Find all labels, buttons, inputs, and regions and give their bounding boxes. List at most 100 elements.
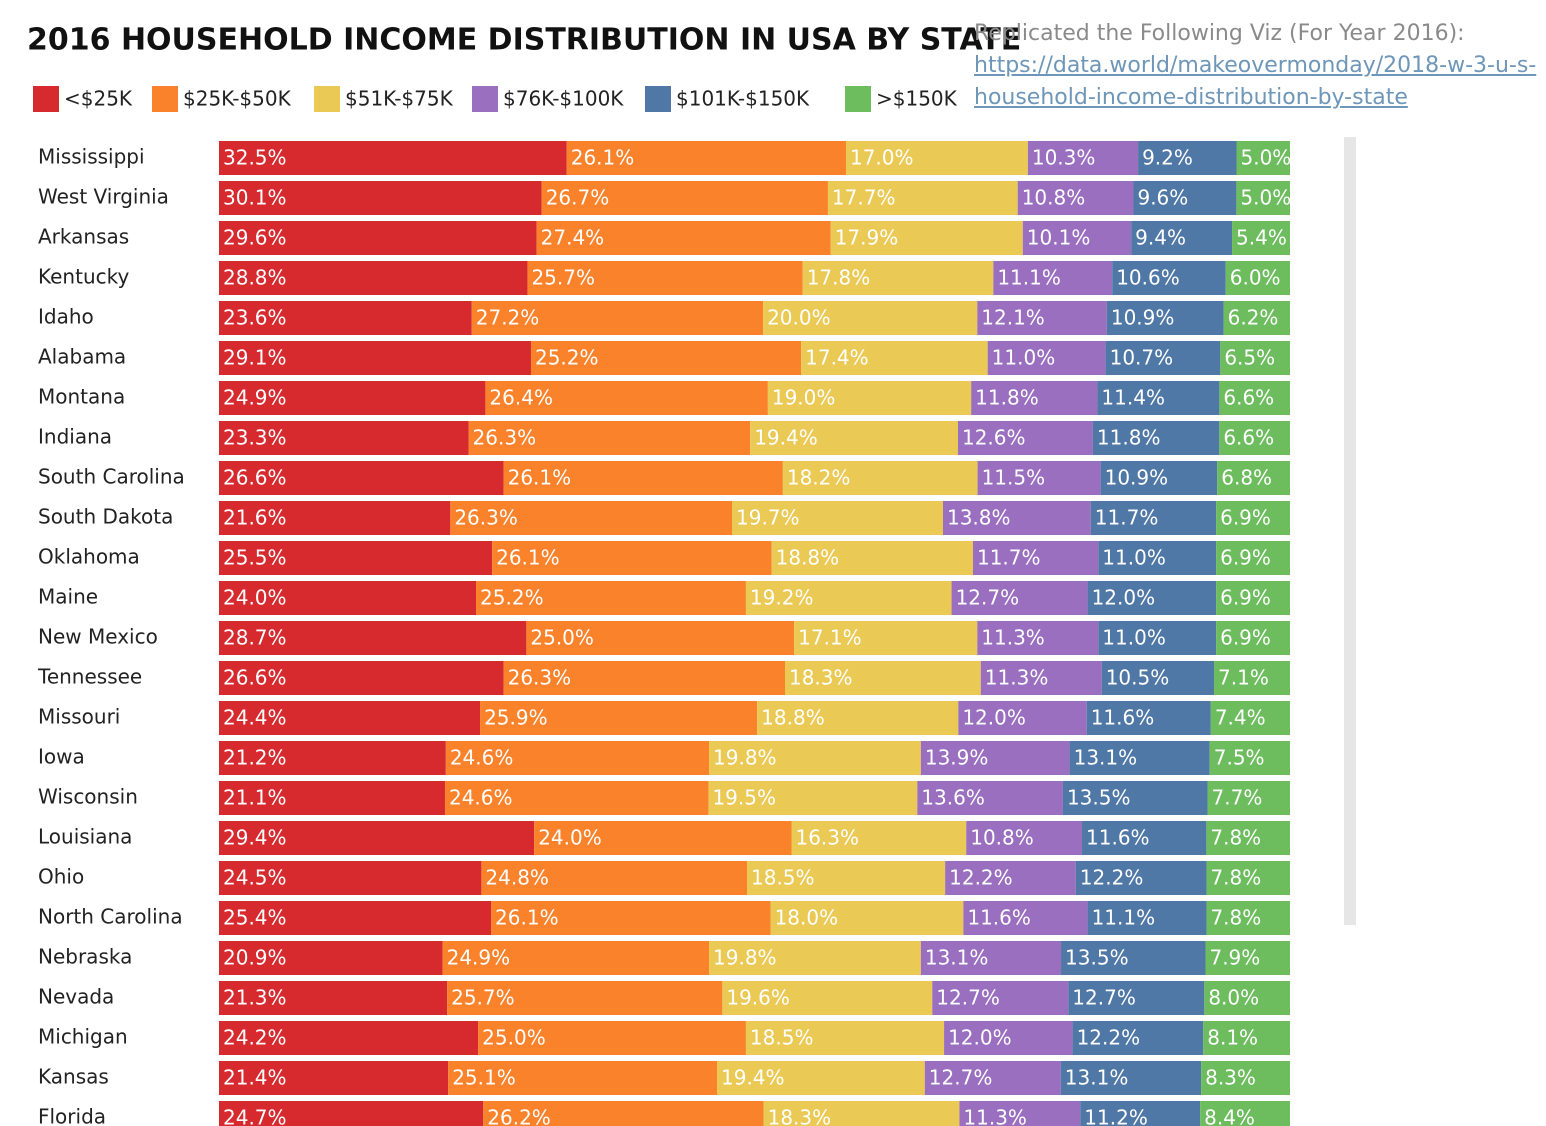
data-label: 12.2%: [949, 866, 1013, 890]
bar-segment: [1017, 181, 1134, 215]
y-tick-label: New Mexico: [38, 625, 158, 649]
data-label: 10.9%: [1105, 466, 1169, 490]
bar-segment: [219, 1021, 479, 1055]
bar-segment: [492, 541, 772, 575]
bar-segment: [219, 821, 535, 855]
bar-segment: [219, 261, 528, 295]
data-label: 26.1%: [496, 546, 560, 570]
bar-segment: [920, 741, 1070, 775]
data-label: 24.4%: [223, 706, 287, 730]
data-label: 26.6%: [223, 466, 287, 490]
data-label: 18.3%: [768, 1106, 832, 1126]
legend-label: <$25K: [64, 87, 133, 111]
y-tick-label: Mississippi: [38, 145, 145, 169]
bar-segment: [1216, 501, 1290, 535]
data-label: 10.3%: [1032, 146, 1096, 170]
y-tick-label: Nebraska: [38, 945, 132, 969]
data-label: 5.4%: [1236, 226, 1287, 250]
legend-label: $101K-$150K: [676, 87, 810, 111]
subtitle-block: Replicated the Following Viz (For Year 2…: [974, 18, 1546, 114]
data-label: 13.5%: [1067, 786, 1131, 810]
data-label: 17.0%: [850, 146, 914, 170]
data-label: 24.8%: [485, 866, 549, 890]
scrollbar[interactable]: [1344, 137, 1356, 925]
source-link[interactable]: https://data.world/makeovermonday/2018-w…: [974, 53, 1537, 110]
data-label: 8.0%: [1208, 986, 1259, 1010]
data-label: 6.8%: [1221, 466, 1272, 490]
bar-segment: [708, 781, 918, 815]
data-label: 6.9%: [1220, 586, 1271, 610]
y-tick-label: South Carolina: [38, 465, 185, 489]
bar-segment: [1098, 541, 1217, 575]
bar-segment: [966, 821, 1083, 855]
bar-segment: [1207, 781, 1290, 815]
data-label: 6.5%: [1224, 346, 1275, 370]
bar-segment: [1138, 141, 1237, 175]
data-label: 20.9%: [223, 946, 287, 970]
bar-segment: [534, 821, 792, 855]
bar-segment: [1087, 581, 1217, 615]
data-label: 12.7%: [956, 586, 1020, 610]
y-tick-label: Michigan: [38, 1025, 128, 1049]
bar-segment: [977, 301, 1107, 335]
legend-label: >$150K: [876, 87, 958, 111]
bar-segment: [526, 621, 795, 655]
bar-segment: [1210, 701, 1290, 735]
data-label: 11.3%: [981, 626, 1045, 650]
data-label: 7.9%: [1209, 946, 1260, 970]
bar-segment: [942, 501, 1091, 535]
bar-segment: [478, 1021, 746, 1055]
bar-segment: [445, 741, 710, 775]
data-label: 12.2%: [1077, 1026, 1141, 1050]
data-label: 24.5%: [223, 866, 287, 890]
data-label: 6.9%: [1220, 506, 1271, 530]
data-label: 17.7%: [832, 186, 896, 210]
bar-segment: [771, 541, 973, 575]
data-label: 18.5%: [750, 1026, 814, 1050]
bar-segment: [945, 861, 1076, 895]
data-label: 26.2%: [487, 1106, 551, 1126]
bar-segment: [1082, 821, 1207, 855]
bar-segment: [845, 141, 1028, 175]
bar-segment: [219, 501, 451, 535]
bar-segment: [917, 781, 1063, 815]
bar-segment: [219, 341, 531, 375]
data-label: 19.7%: [736, 506, 800, 530]
data-label: 11.7%: [1095, 506, 1159, 530]
data-label: 7.7%: [1212, 786, 1263, 810]
data-label: 25.9%: [484, 706, 548, 730]
y-tick-label: Montana: [38, 385, 125, 409]
bar-segment: [1098, 621, 1217, 655]
data-label: 24.6%: [449, 786, 513, 810]
data-label: 28.7%: [223, 626, 287, 650]
data-label: 6.9%: [1220, 626, 1271, 650]
bar-segment: [1097, 381, 1220, 415]
bar-segment: [944, 1021, 1073, 1055]
data-label: 19.0%: [772, 386, 836, 410]
y-tick-label: Arkansas: [38, 225, 129, 249]
data-label: 10.8%: [1022, 186, 1086, 210]
y-tick-label: Kansas: [38, 1065, 109, 1089]
bar-segment: [566, 141, 846, 175]
data-label: 23.3%: [223, 426, 287, 450]
bar-segment: [1061, 941, 1206, 975]
data-label: 21.1%: [223, 786, 287, 810]
data-label: 23.6%: [223, 306, 287, 330]
data-label: 29.1%: [223, 346, 287, 370]
bar-segment: [1206, 821, 1290, 855]
bar-segment: [1206, 861, 1290, 895]
bar-segment: [1216, 581, 1290, 615]
bar-segment: [476, 581, 746, 615]
y-tick-label: Iowa: [38, 745, 85, 769]
data-label: 25.1%: [452, 1066, 516, 1090]
bar-segment: [219, 861, 482, 895]
bar-segment: [480, 701, 758, 735]
data-label: 17.9%: [835, 226, 899, 250]
bar-segment: [757, 701, 959, 735]
bar-segment: [802, 261, 994, 295]
data-label: 21.2%: [223, 746, 287, 770]
bar-segment: [987, 341, 1106, 375]
bar-segment: [924, 1061, 1061, 1095]
data-label: 26.7%: [546, 186, 610, 210]
